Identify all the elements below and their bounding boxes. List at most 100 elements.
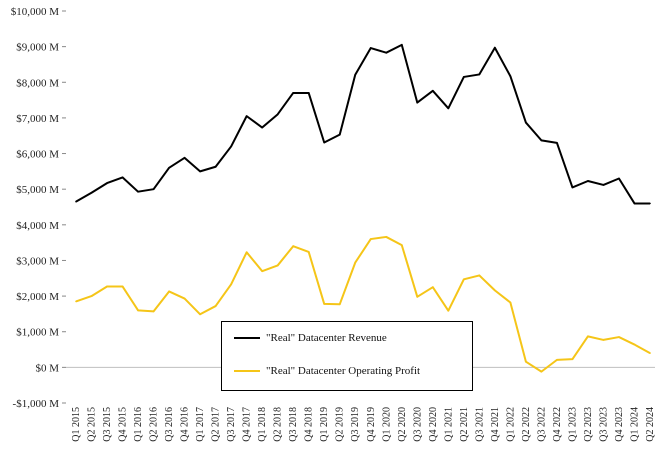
data-point xyxy=(183,157,186,159)
x-tick-label: Q2 2018 xyxy=(273,407,284,442)
y-tick-label: $1,000 M xyxy=(16,327,59,339)
legend-swatch-revenue xyxy=(234,337,260,339)
data-point xyxy=(137,309,139,312)
x-tick-label: Q1 2016 xyxy=(133,407,144,442)
x-tick-label: Q2 2016 xyxy=(149,407,160,442)
data-point xyxy=(385,236,388,238)
x-tick-label: Q1 2023 xyxy=(567,407,578,442)
data-point xyxy=(633,202,636,205)
legend-label-revenue: "Real" Datacenter Revenue xyxy=(266,332,387,344)
data-point xyxy=(432,286,434,288)
data-point xyxy=(354,73,357,76)
data-point xyxy=(602,339,605,341)
x-tick-label: Q3 2023 xyxy=(598,407,609,442)
y-tick-label: $3,000 M xyxy=(16,255,59,267)
data-point xyxy=(478,73,481,76)
data-point xyxy=(602,184,605,186)
data-point xyxy=(618,177,620,180)
data-point xyxy=(649,202,651,205)
x-tick-label: Q1 2018 xyxy=(257,407,268,442)
data-point xyxy=(323,303,326,305)
data-point xyxy=(75,300,77,303)
y-tick-label: $0 M xyxy=(35,362,59,374)
x-tick-label: Q3 2017 xyxy=(226,407,237,442)
data-point xyxy=(463,76,465,78)
legend-swatch-profit xyxy=(234,370,260,372)
x-tick-label: Q3 2021 xyxy=(474,407,485,442)
y-tick-label: $7,000 M xyxy=(16,113,59,125)
data-point xyxy=(478,274,481,277)
x-tick-label: Q2 2019 xyxy=(335,407,346,442)
x-tick-label: Q1 2015 xyxy=(71,407,82,442)
data-point xyxy=(540,370,543,373)
data-point xyxy=(338,303,341,306)
x-tick-label: Q1 2022 xyxy=(505,407,516,442)
series-layer xyxy=(75,43,651,373)
x-tick-label: Q2 2015 xyxy=(87,407,98,442)
data-point xyxy=(168,290,170,293)
data-point xyxy=(245,251,248,254)
x-tick-label: Q2 2020 xyxy=(397,407,408,442)
legend: "Real" Datacenter Revenue "Real" Datacen… xyxy=(221,321,473,391)
y-tick-label: $10,000 M xyxy=(11,6,60,18)
data-point xyxy=(525,360,527,363)
data-point xyxy=(307,251,310,253)
data-point xyxy=(90,191,93,194)
data-point xyxy=(152,310,155,313)
data-point xyxy=(90,295,93,297)
data-point xyxy=(106,182,108,184)
data-point xyxy=(183,297,186,300)
data-point xyxy=(556,359,558,361)
data-point xyxy=(416,296,419,298)
y-axis: -$1,000 M $0 M $1,000 M $2,000 M $3,000 M $4,… xyxy=(11,6,655,410)
data-point xyxy=(587,335,589,338)
data-point xyxy=(245,115,248,117)
x-tick-label: Q3 2015 xyxy=(102,407,113,442)
legend-item-profit: "Real" Datacenter Operating Profit xyxy=(234,365,420,377)
data-point xyxy=(199,170,201,173)
data-point xyxy=(416,101,419,104)
data-point xyxy=(230,145,232,148)
x-tick-label: Q2 2024 xyxy=(645,407,656,442)
data-point xyxy=(400,244,403,246)
x-tick-label: Q3 2022 xyxy=(536,407,547,442)
x-tick-label: Q3 2020 xyxy=(412,407,423,442)
x-tick-label: Q3 2018 xyxy=(288,407,299,442)
data-point xyxy=(447,107,450,110)
x-tick-label: Q2 2023 xyxy=(583,407,594,442)
data-point xyxy=(152,188,155,190)
x-tick-label: Q4 2021 xyxy=(490,407,501,442)
series-line-operating-profit xyxy=(75,235,651,373)
data-point xyxy=(463,278,465,281)
data-point xyxy=(121,285,124,288)
x-axis: Q1 2015 Q2 2015 Q3 2015 Q4 2015 Q1 2016 Q2 20… xyxy=(71,407,656,442)
data-point xyxy=(214,305,217,307)
x-tick-label: Q1 2024 xyxy=(629,407,640,442)
data-point xyxy=(261,126,263,129)
y-tick-label: $4,000 M xyxy=(16,220,59,232)
y-tick-label: -$1,000 M xyxy=(13,398,60,410)
data-point xyxy=(618,336,620,338)
y-tick-label: $6,000 M xyxy=(16,149,59,161)
data-point xyxy=(307,92,310,94)
data-point xyxy=(432,90,434,92)
data-point xyxy=(494,289,496,292)
data-point xyxy=(261,270,263,272)
data-point xyxy=(292,92,294,94)
data-point xyxy=(400,44,403,46)
data-point xyxy=(587,180,589,182)
data-point xyxy=(540,139,543,142)
x-tick-label: Q1 2020 xyxy=(381,407,392,442)
data-point xyxy=(633,343,636,346)
data-point xyxy=(230,283,232,286)
x-tick-label: Q1 2019 xyxy=(319,407,330,442)
data-point xyxy=(509,301,512,304)
legend-item-revenue: "Real" Datacenter Revenue xyxy=(234,332,387,344)
x-tick-label: Q4 2018 xyxy=(304,407,315,442)
data-point xyxy=(137,190,139,193)
data-point xyxy=(292,245,294,247)
data-point xyxy=(106,285,108,288)
x-tick-label: Q2 2022 xyxy=(521,407,532,442)
x-tick-label: Q2 2017 xyxy=(211,407,222,442)
